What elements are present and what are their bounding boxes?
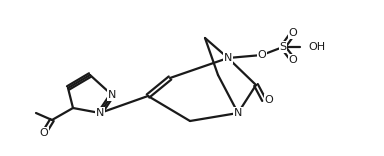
Text: N: N (224, 53, 232, 63)
Text: O: O (258, 50, 266, 60)
Text: O: O (40, 128, 48, 138)
Text: O: O (265, 95, 273, 105)
Text: N: N (108, 90, 116, 100)
Text: N: N (96, 108, 104, 118)
Text: N: N (234, 108, 242, 118)
Text: S: S (280, 42, 286, 52)
Text: OH: OH (308, 42, 325, 52)
Text: O: O (289, 28, 297, 38)
Text: O: O (289, 55, 297, 65)
